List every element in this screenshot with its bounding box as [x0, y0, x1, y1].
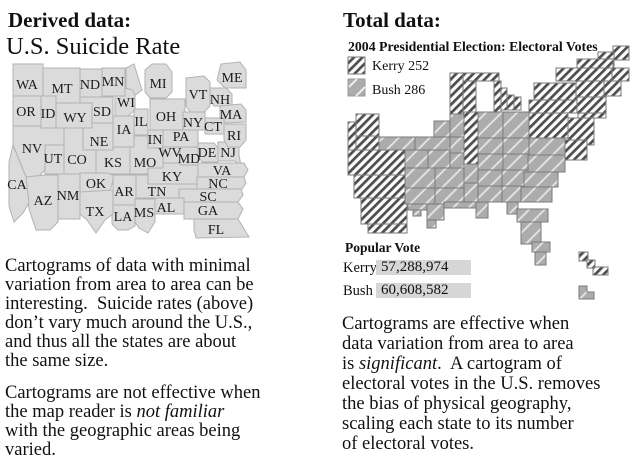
svg-text:NY: NY: [183, 116, 203, 131]
svg-text:IA: IA: [117, 123, 133, 138]
svg-text:DE: DE: [198, 146, 217, 161]
svg-text:RI: RI: [227, 129, 241, 144]
svg-text:IL: IL: [134, 115, 147, 130]
svg-text:MA: MA: [220, 108, 243, 123]
svg-text:ME: ME: [222, 71, 243, 86]
svg-text:NM: NM: [57, 189, 80, 204]
svg-text:NH: NH: [210, 93, 230, 108]
svg-text:MO: MO: [134, 156, 157, 171]
svg-text:PA: PA: [173, 130, 191, 145]
svg-text:KS: KS: [104, 156, 122, 171]
svg-text:WI: WI: [117, 96, 135, 111]
svg-text:MD: MD: [178, 152, 201, 167]
svg-text:AL: AL: [157, 201, 176, 216]
svg-text:OK: OK: [86, 177, 106, 192]
svg-text:CT: CT: [204, 120, 222, 135]
svg-text:FL: FL: [208, 223, 224, 238]
svg-text:OR: OR: [16, 105, 36, 120]
svg-text:CA: CA: [7, 178, 27, 193]
svg-text:GA: GA: [198, 204, 219, 219]
svg-text:NE: NE: [90, 135, 109, 150]
svg-text:MT: MT: [52, 82, 73, 97]
svg-text:WV: WV: [158, 146, 181, 161]
svg-text:VA: VA: [213, 164, 232, 179]
svg-text:WA: WA: [16, 78, 39, 93]
svg-text:OH: OH: [156, 110, 176, 125]
svg-text:CO: CO: [67, 153, 86, 168]
svg-text:AZ: AZ: [34, 194, 53, 209]
svg-text:UT: UT: [44, 152, 63, 167]
svg-text:SD: SD: [93, 105, 111, 120]
svg-text:TX: TX: [86, 205, 105, 220]
svg-text:TN: TN: [148, 185, 167, 200]
svg-text:NC: NC: [208, 177, 227, 192]
svg-text:MN: MN: [102, 75, 125, 90]
svg-text:SC: SC: [199, 190, 216, 205]
svg-text:NV: NV: [22, 142, 42, 157]
svg-text:VT: VT: [189, 88, 208, 103]
svg-text:WY: WY: [63, 111, 86, 126]
svg-text:NJ: NJ: [220, 146, 236, 161]
svg-text:KY: KY: [162, 170, 182, 185]
svg-text:LA: LA: [114, 210, 134, 225]
svg-text:ND: ND: [80, 78, 100, 93]
svg-text:MI: MI: [149, 77, 166, 92]
svg-text:AR: AR: [114, 185, 134, 200]
svg-text:ID: ID: [41, 107, 56, 122]
svg-text:MS: MS: [134, 206, 154, 221]
svg-text:IN: IN: [148, 133, 163, 148]
